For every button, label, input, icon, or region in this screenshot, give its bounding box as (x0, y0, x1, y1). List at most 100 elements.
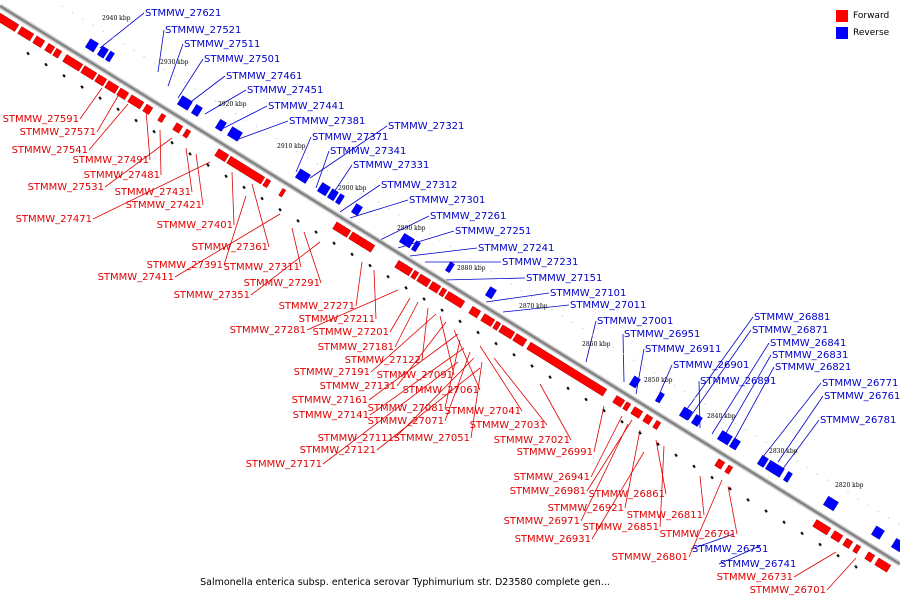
legend: Forward Reverse (836, 8, 900, 42)
minor-tick-mark (62, 73, 66, 78)
minor-tick-mark (530, 364, 534, 368)
minor-tick-mark (584, 397, 588, 402)
forward-leader-line (394, 357, 475, 439)
forward-swatch (836, 10, 848, 22)
forward-gene-label: STMMW_27541 (12, 145, 88, 156)
forward-gene-block (724, 464, 734, 475)
forward-leader-line (470, 361, 483, 439)
minor-tick-mark (566, 386, 570, 391)
minor-tick-mark (80, 85, 84, 89)
minor-tick-mark (368, 263, 372, 268)
forward-leader-line (370, 313, 437, 373)
reverse-gene-block (294, 168, 311, 184)
reverse-gene-label: STMMW_27261 (430, 211, 506, 222)
minor-tick-mark (800, 531, 804, 536)
reverse-gene-label: STMMW_27521 (165, 25, 241, 36)
minor-tick-mark (44, 62, 48, 67)
kbp-tick-label: 2830 kbp (769, 448, 798, 455)
forward-gene-label: STMMW_27191 (294, 367, 370, 378)
minor-tick-mark (404, 285, 408, 290)
kbp-tick-label: 2900 kbp (338, 185, 367, 192)
reverse-leader-line (177, 58, 204, 99)
forward-gene-label: STMMW_27201 (313, 327, 389, 338)
forward-gene-label: STMMW_27281 (230, 325, 306, 336)
forward-gene-label: STMMW_26801 (612, 552, 688, 563)
legend-forward-label: Forward (853, 11, 890, 21)
minor-tick-mark (710, 475, 714, 480)
forward-gene-label: STMMW_27181 (318, 342, 394, 353)
reverse-leader-line (167, 43, 184, 87)
forward-gene-label: STMMW_27391 (147, 260, 223, 271)
forward-leader-line (88, 103, 129, 151)
reverse-gene-block (822, 495, 839, 512)
forward-gene-block (864, 551, 876, 563)
reverse-gene-label: STMMW_26741 (720, 559, 796, 570)
reverse-leader-line (681, 316, 754, 417)
forward-gene-label: STMMW_27491 (73, 155, 149, 166)
reverse-gene-block (334, 193, 345, 205)
reverse-leader-line (349, 199, 409, 219)
reverse-gene-block (316, 182, 331, 197)
tick-track (61, 5, 900, 526)
forward-leader-line (493, 357, 548, 426)
reverse-leader-line (99, 12, 145, 49)
reverse-gene-label: STMMW_27301 (409, 195, 485, 206)
forward-gene-block (44, 42, 56, 55)
forward-gene-label: STMMW_27571 (20, 127, 96, 138)
forward-leader-line (373, 269, 377, 320)
forward-gene-label: STMMW_26701 (750, 585, 826, 596)
forward-gene-block (526, 341, 608, 397)
forward-gene-block (17, 26, 35, 42)
minor-tick-mark (278, 207, 282, 212)
forward-leader-line (376, 367, 481, 451)
reverse-gene-label: STMMW_27451 (247, 85, 323, 96)
minor-tick-mark (782, 520, 786, 525)
forward-gene-block (428, 281, 442, 294)
forward-leader-line (104, 137, 173, 188)
forward-gene-label: STMMW_27291 (244, 278, 320, 289)
reverse-gene-label: STMMW_27371 (312, 132, 388, 143)
kbp-tick-label: 2920 kbp (218, 101, 247, 108)
forward-gene-block (262, 178, 272, 189)
kbp-tick-label: 2910 kbp (277, 143, 306, 150)
forward-gene-block (94, 73, 108, 87)
forward-gene-label: STMMW_27471 (16, 214, 92, 225)
reverse-gene-label: STMMW_27511 (184, 39, 260, 50)
reverse-leader-line (235, 120, 289, 141)
forward-leader-line (368, 333, 459, 401)
forward-leader-line (159, 129, 162, 176)
forward-leader-line (591, 451, 645, 540)
reverse-gene-block (226, 126, 243, 142)
forward-gene-label: STMMW_27351 (174, 290, 250, 301)
reverse-gene-label: STMMW_26761 (824, 391, 900, 402)
forward-gene-block (394, 259, 414, 277)
forward-gene-block (422, 277, 432, 288)
forward-leader-line (826, 557, 857, 591)
reverse-gene-label: STMMW_26821 (775, 362, 851, 373)
reverse-leader-line (187, 75, 226, 105)
minor-tick-mark (728, 486, 732, 491)
forward-gene-block (278, 188, 287, 198)
backbone-line (0, 5, 900, 565)
forward-gene-label: STMMW_27161 (292, 395, 368, 406)
forward-leader-line (291, 227, 302, 268)
forward-leader-line (688, 479, 723, 558)
minor-tick-mark (764, 509, 768, 513)
forward-gene-block (62, 54, 84, 72)
reverse-gene-block (96, 45, 109, 59)
forward-gene-label: STMMW_27311 (224, 262, 300, 273)
reverse-gene-label: STMMW_26831 (772, 350, 848, 361)
forward-gene-label: STMMW_27131 (320, 381, 396, 392)
reverse-gene-label: STMMW_27501 (204, 54, 280, 65)
reverse-gene-label: STMMW_27441 (268, 101, 344, 112)
minor-tick-mark (602, 408, 606, 413)
reverse-gene-block (728, 437, 741, 451)
forward-gene-label: STMMW_27041 (445, 406, 521, 417)
reverse-leader-line (635, 348, 645, 395)
minor-tick-mark (134, 118, 138, 123)
minor-tick-mark (512, 352, 516, 357)
reverse-gene-label: STMMW_27251 (455, 226, 531, 237)
forward-leader-line (396, 321, 447, 387)
forward-gene-label: STMMW_27111 (318, 433, 394, 444)
